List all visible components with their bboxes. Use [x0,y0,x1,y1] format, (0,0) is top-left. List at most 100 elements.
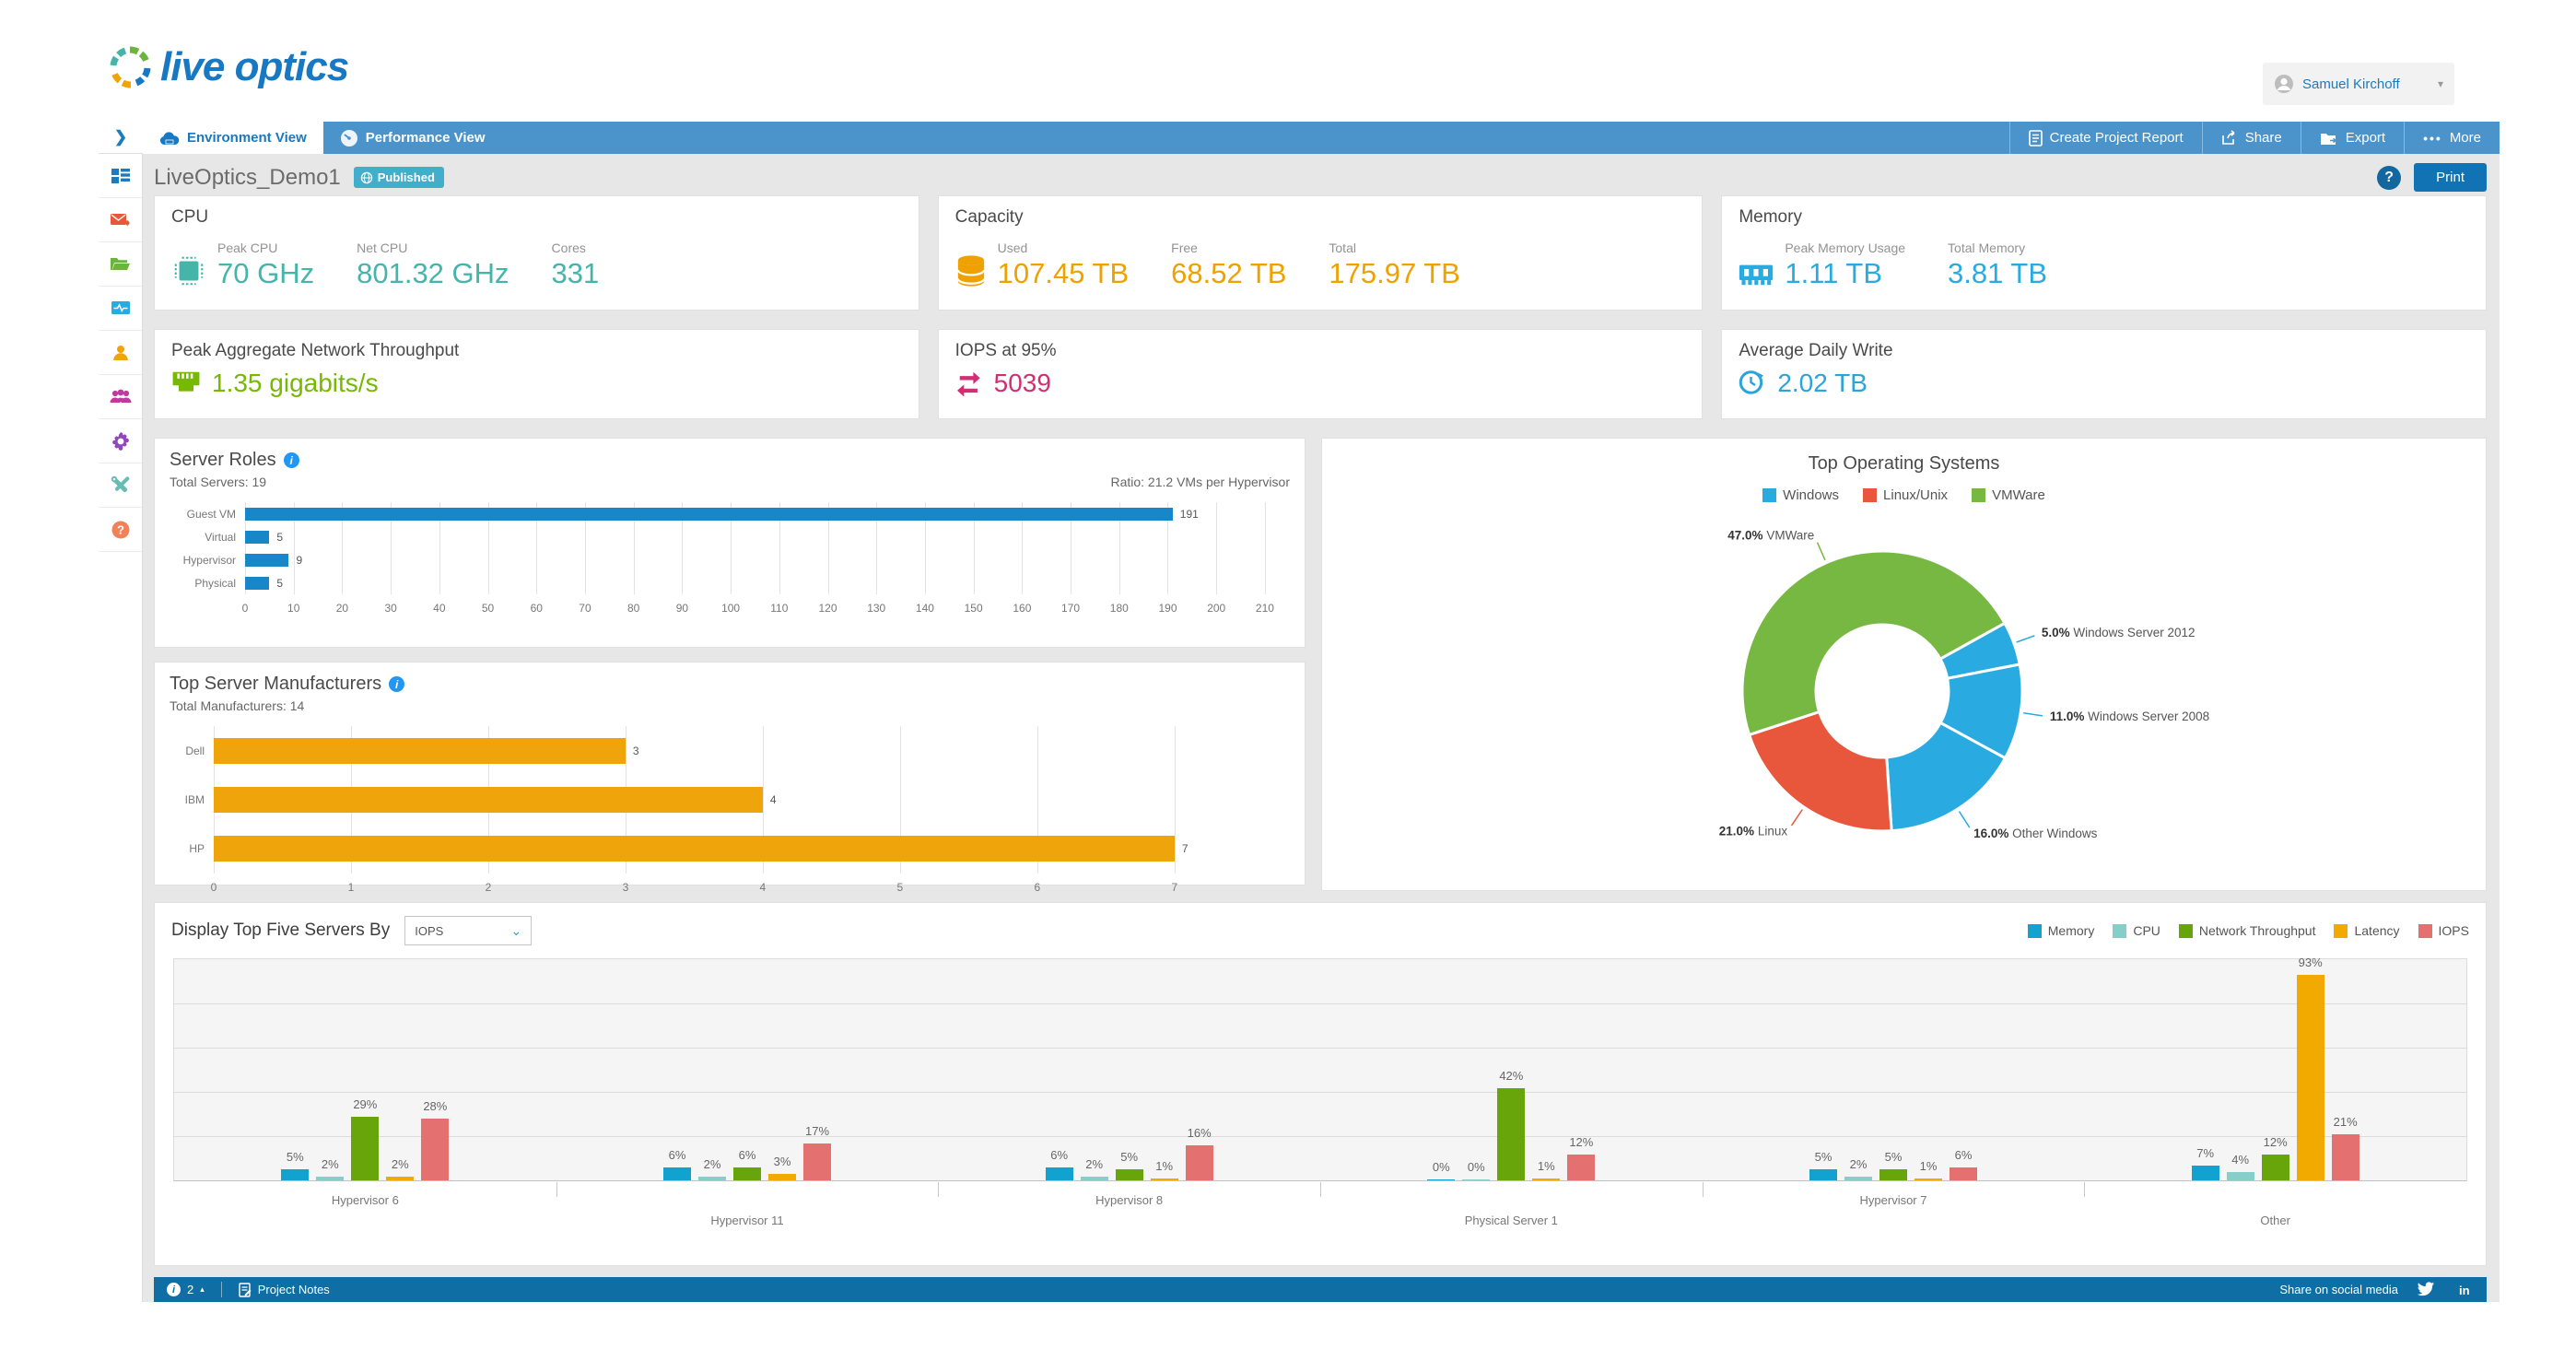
bar-cpu-hypervisor-8[interactable] [1080,1176,1108,1181]
bar-cpu-hypervisor-7[interactable] [1844,1176,1872,1181]
bar-latency-hypervisor-7[interactable] [1914,1179,1942,1181]
sidebar-item-activity-monitor[interactable] [99,287,142,331]
axis-tick-label: 50 [481,602,495,616]
info-icon[interactable]: i [389,676,405,693]
bar-memory-hypervisor-8[interactable] [1045,1167,1073,1181]
status-badge-label: Published [377,170,435,185]
sidebar-item-help[interactable]: ? [99,508,142,552]
bar-hp[interactable] [214,835,1175,862]
bar-cpu-hypervisor-11[interactable] [698,1176,726,1181]
footer-divider [220,1282,222,1298]
axis-tick [1320,1182,1321,1198]
bar-memory-hypervisor-11[interactable] [663,1167,691,1181]
bar-memory-other[interactable] [2191,1165,2219,1181]
user-icon [112,345,129,361]
activity-monitor-icon [111,300,130,317]
bar-value-label: 191 [1179,507,1199,521]
bar-dell[interactable] [214,737,626,764]
main-content: LiveOptics_Demo1 Published ? Print [143,154,2500,1303]
network-throughput-value: 1.35 gigabits/s [212,368,379,397]
category-label: Guest VM [186,507,236,521]
create-project-report-button[interactable]: Create Project Report [2008,122,2202,154]
bar-cpu-other[interactable] [2226,1171,2254,1181]
more-button[interactable]: ••• More [2404,122,2500,154]
server-roles-chart: 191 5 9 5 0 10 20 30 40 50 60 70 80 90 100 110 120 130 140… [170,502,1290,622]
legend-item-linux-unix[interactable]: Linux/Unix [1863,487,1948,503]
bar-latency-hypervisor-11[interactable] [768,1174,796,1181]
ethernet-port-icon [172,371,200,392]
svg-text:?: ? [117,522,124,536]
bar-iops-hypervisor-11[interactable] [803,1143,831,1181]
twitter-icon[interactable] [2417,1282,2435,1297]
project-notes-button[interactable]: Project Notes [239,1282,330,1297]
bar-physical[interactable] [245,576,270,590]
plot-area: 3 4 7 [214,726,1284,874]
donut-slice-linux[interactable] [1747,709,1893,833]
bar-memory-hypervisor-6[interactable] [281,1169,310,1181]
bar-value-label: 12% [2263,1134,2288,1149]
legend-swatch [2027,923,2042,938]
sidebar-collapse-button[interactable]: ❯ [99,122,143,154]
axis-tick-label: 160 [1013,602,1032,616]
bar-iops-hypervisor-8[interactable] [1185,1145,1213,1181]
legend-item-network-throughput[interactable]: Network Throughput [2178,923,2315,938]
sidebar-item-dashboard-tiles[interactable] [99,154,142,198]
bar-network-throughput-hypervisor-11[interactable] [733,1167,761,1181]
grid-line [584,502,586,595]
report-document-icon [2028,129,2043,147]
bar-latency-hypervisor-6[interactable] [386,1176,415,1181]
sidebar-item-users-group[interactable] [99,375,142,419]
help-button[interactable]: ? [2377,165,2402,190]
sidebar-item-mail-send[interactable] [99,198,142,242]
bar-network-throughput-other[interactable] [2261,1154,2289,1181]
bar-iops-physical-server-1[interactable] [1567,1154,1596,1181]
sidebar-item-tools[interactable] [99,463,142,508]
bar-iops-hypervisor-6[interactable] [421,1119,450,1181]
legend-item-cpu[interactable]: CPU [2113,923,2160,938]
legend-item-latency[interactable]: Latency [2334,923,2400,938]
axis-tick-label: 10 [287,602,300,616]
share-button[interactable]: Share [2201,122,2301,154]
tab-environment-view[interactable]: Environment View [143,122,323,154]
bar-iops-other[interactable] [2331,1134,2359,1181]
bar-cpu-physical-server-1[interactable] [1462,1179,1491,1181]
donut-slice-vmware[interactable] [1740,549,2007,737]
grid-line [899,726,901,874]
bar-guest-vm[interactable] [245,507,1173,521]
bar-iops-hypervisor-7[interactable] [1950,1167,1977,1181]
sidebar-item-folder[interactable] [99,242,142,287]
bar-network-throughput-hypervisor-6[interactable] [351,1116,380,1181]
bar-virtual[interactable] [245,530,270,544]
metric-used: Used 107.45 TB [997,240,1130,290]
legend-item-iops[interactable]: IOPS [2418,923,2469,938]
bar-ibm[interactable] [214,786,763,813]
bar-network-throughput-hypervisor-7[interactable] [1879,1169,1907,1181]
axis-tick-label: 0 [210,881,217,895]
info-count-toggle[interactable]: i 2 ▴ [167,1283,205,1297]
grid-line [245,502,246,595]
bar-memory-physical-server-1[interactable] [1427,1179,1456,1181]
bar-network-throughput-hypervisor-8[interactable] [1115,1169,1143,1181]
bar-memory-hypervisor-7[interactable] [1809,1169,1837,1181]
legend-item-vmware[interactable]: VMWare [1972,487,2045,503]
bar-latency-hypervisor-8[interactable] [1150,1179,1178,1181]
sidebar-item-settings-gear[interactable] [99,419,142,463]
bar-latency-physical-server-1[interactable] [1532,1179,1561,1181]
legend-item-windows[interactable]: Windows [1762,487,1839,503]
linkedin-icon[interactable]: in [2457,1282,2474,1298]
legend-item-memory[interactable]: Memory [2027,923,2094,938]
tab-performance-view[interactable]: Performance View [323,122,502,154]
export-button[interactable]: Export [2300,122,2404,154]
info-icon[interactable]: i [283,452,299,469]
logo-text: live optics [160,44,349,89]
bar-hypervisor[interactable] [245,553,289,567]
axis-tick-label: 130 [867,602,886,616]
bar-network-throughput-physical-server-1[interactable] [1497,1087,1526,1181]
print-button[interactable]: Print [2414,163,2487,193]
sort-by-select[interactable]: IOPS ⌄ [404,916,533,946]
sidebar-item-user[interactable] [99,331,142,375]
bar-latency-other[interactable] [2296,975,2324,1181]
user-menu[interactable]: Samuel Kirchoff ▾ [2263,63,2454,105]
bar-cpu-hypervisor-6[interactable] [316,1176,345,1181]
card-title: CPU [171,207,209,228]
